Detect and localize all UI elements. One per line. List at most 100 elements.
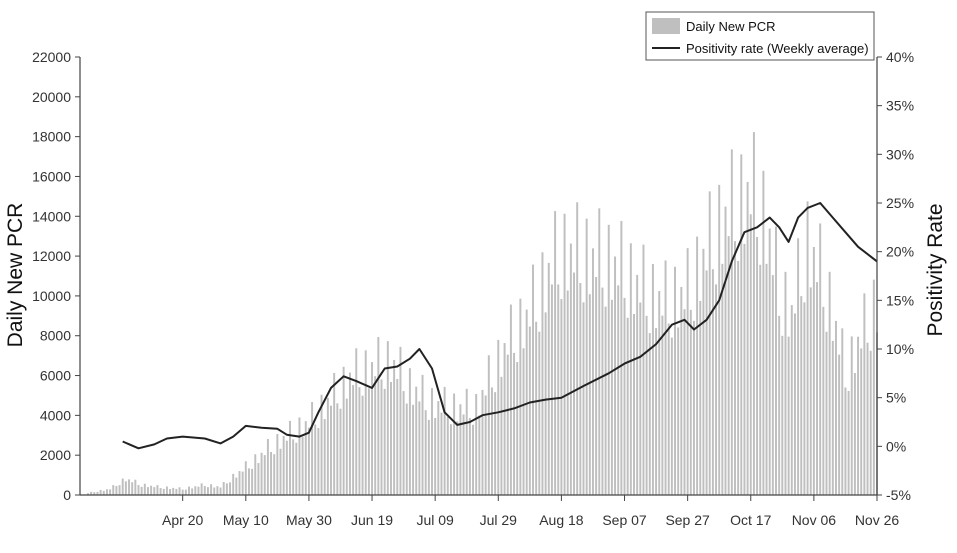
bar bbox=[759, 264, 762, 495]
bar bbox=[737, 261, 740, 495]
bar bbox=[276, 433, 279, 495]
bar bbox=[219, 487, 222, 495]
legend-swatch-bars bbox=[652, 18, 680, 34]
bar bbox=[355, 348, 358, 495]
bar bbox=[727, 236, 730, 495]
x-tick-label: Sep 27 bbox=[665, 512, 710, 528]
y-tick-label: 2000 bbox=[40, 447, 71, 463]
bar bbox=[793, 313, 796, 495]
bar bbox=[535, 321, 538, 495]
bar bbox=[140, 486, 143, 495]
bar bbox=[424, 410, 427, 495]
bar bbox=[481, 389, 484, 495]
bar bbox=[263, 455, 266, 495]
bar bbox=[822, 306, 825, 495]
bar bbox=[251, 468, 254, 495]
bar bbox=[339, 408, 342, 495]
bar bbox=[519, 298, 522, 495]
bar bbox=[203, 486, 206, 495]
bar bbox=[825, 331, 828, 495]
bar bbox=[314, 424, 317, 495]
bar bbox=[554, 211, 557, 495]
bar bbox=[790, 305, 793, 495]
x-tick-label: May 10 bbox=[223, 512, 269, 528]
bar bbox=[768, 228, 771, 495]
bar bbox=[667, 323, 670, 495]
bar bbox=[784, 271, 787, 495]
bar bbox=[459, 404, 462, 495]
bar bbox=[629, 243, 632, 495]
bar bbox=[257, 463, 260, 495]
bar bbox=[841, 328, 844, 495]
y-tick-label: 20000 bbox=[32, 89, 71, 105]
bar bbox=[664, 260, 667, 495]
bar bbox=[752, 132, 755, 495]
x-tick-label: Nov 06 bbox=[792, 512, 837, 528]
bar bbox=[749, 214, 752, 495]
x-tick-label: Aug 18 bbox=[539, 512, 584, 528]
bar bbox=[371, 362, 374, 495]
bar bbox=[623, 297, 626, 495]
bar bbox=[304, 421, 307, 495]
bar bbox=[595, 276, 598, 495]
bar bbox=[636, 274, 639, 495]
bar bbox=[188, 486, 190, 495]
positivity-line bbox=[122, 202, 878, 450]
legend-label-line: Positivity rate (Weekly average) bbox=[686, 41, 869, 56]
bar bbox=[172, 487, 175, 495]
bar bbox=[872, 279, 875, 495]
bar bbox=[285, 440, 288, 495]
bar bbox=[550, 284, 553, 495]
bar bbox=[803, 302, 806, 495]
y-tick-label: 12000 bbox=[32, 248, 71, 264]
bar bbox=[765, 263, 768, 495]
legend-label-bars: Daily New PCR bbox=[686, 19, 776, 34]
bar bbox=[674, 266, 676, 495]
bar bbox=[342, 366, 345, 495]
bar bbox=[588, 294, 591, 495]
bar bbox=[819, 223, 822, 495]
bar bbox=[544, 312, 547, 495]
bar bbox=[396, 378, 399, 495]
bar bbox=[146, 487, 149, 495]
bar bbox=[677, 327, 680, 495]
bar bbox=[326, 397, 329, 495]
bar bbox=[143, 483, 146, 495]
bar bbox=[557, 284, 560, 495]
y-tick-label: 10000 bbox=[32, 288, 71, 304]
bar bbox=[506, 354, 509, 495]
bar bbox=[128, 479, 131, 495]
bar bbox=[352, 385, 355, 495]
bar bbox=[696, 236, 699, 495]
bar bbox=[468, 417, 471, 495]
bar bbox=[670, 337, 673, 495]
bar bbox=[626, 317, 629, 495]
bar bbox=[547, 262, 550, 495]
bar bbox=[494, 392, 497, 495]
y2-tick-label: 25% bbox=[886, 195, 914, 211]
bar bbox=[462, 414, 465, 495]
bar bbox=[390, 382, 392, 495]
bar bbox=[762, 170, 765, 496]
bar bbox=[431, 388, 433, 495]
bar bbox=[828, 271, 831, 495]
bar bbox=[500, 376, 503, 495]
bar bbox=[525, 309, 528, 495]
bar bbox=[645, 315, 648, 495]
bar bbox=[273, 454, 276, 495]
axes-layer: 0 2000 4000 6000 8000 10000 12000 14000 16000 180… bbox=[32, 49, 914, 528]
y-axis-title: Daily New PCR bbox=[4, 203, 27, 348]
bar bbox=[345, 398, 348, 495]
bar bbox=[857, 336, 860, 495]
bar bbox=[797, 238, 800, 495]
y-tick-label: 14000 bbox=[32, 208, 71, 224]
bar bbox=[374, 376, 377, 495]
x-tick-label: Nov 26 bbox=[855, 512, 900, 528]
bar bbox=[241, 471, 244, 495]
bar bbox=[604, 306, 607, 495]
bar bbox=[383, 388, 386, 495]
y-tick-label: 22000 bbox=[32, 49, 71, 65]
bar bbox=[718, 184, 721, 495]
